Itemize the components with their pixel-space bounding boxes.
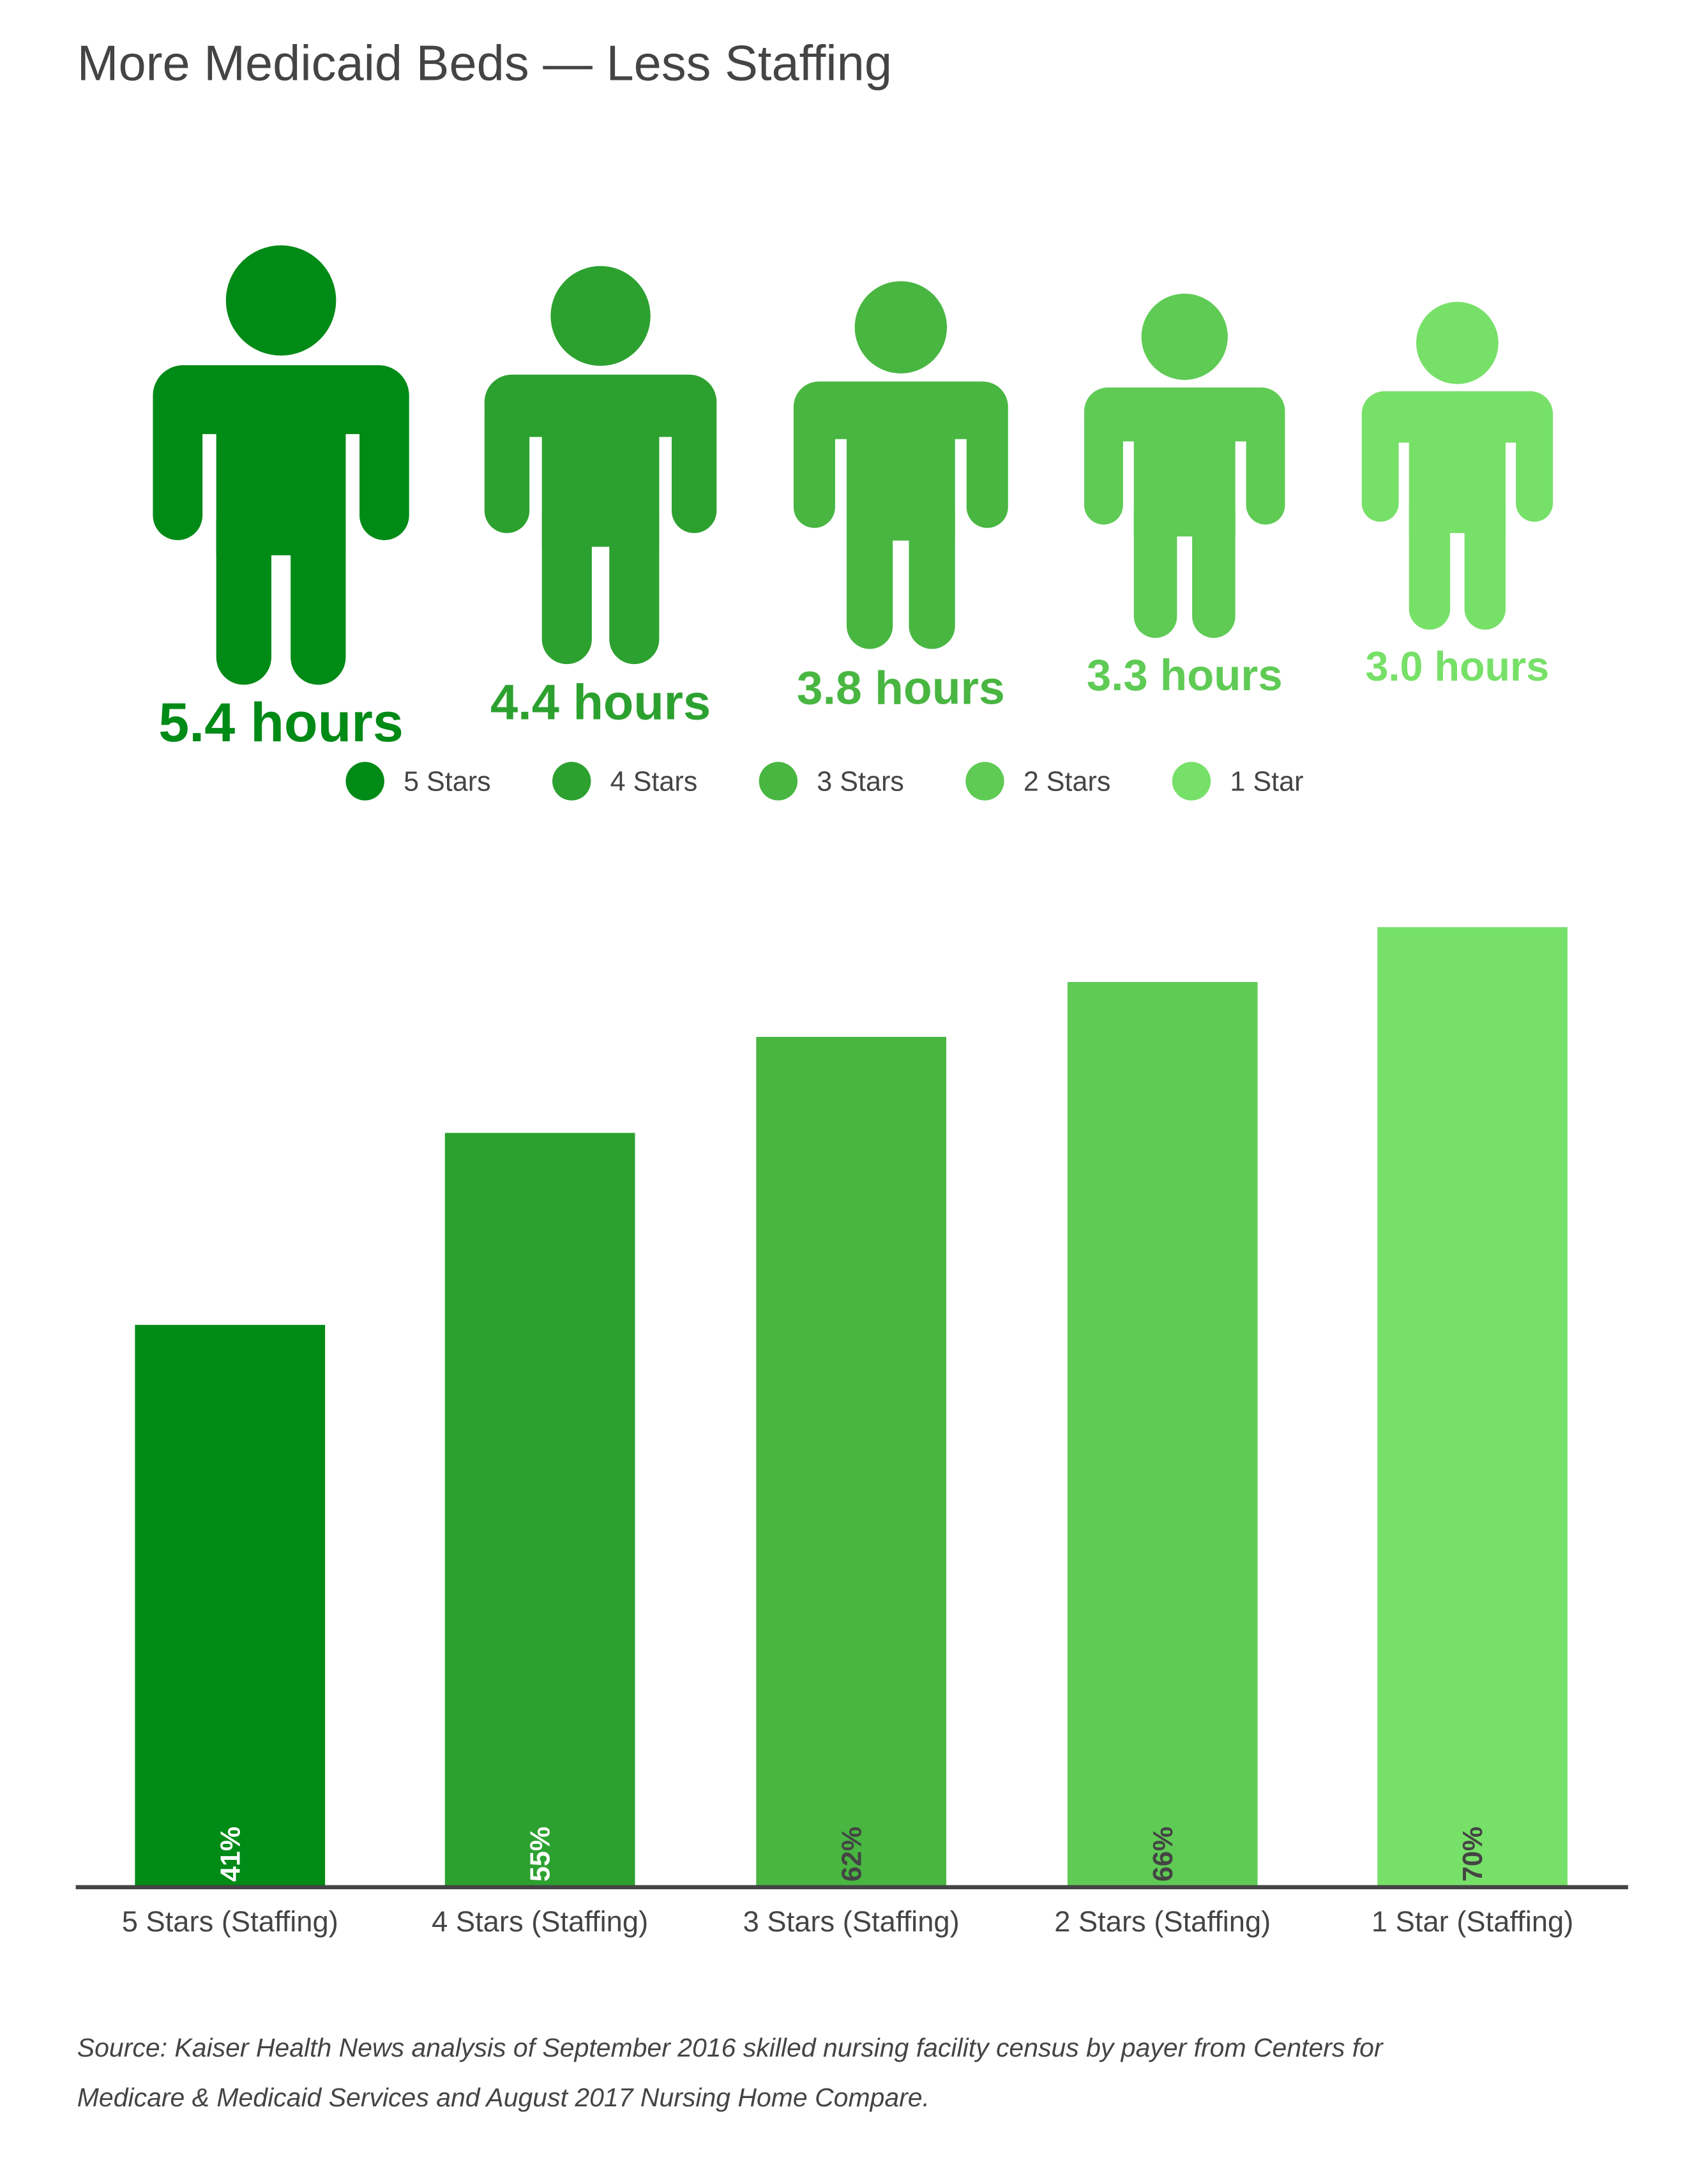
legend-label: 3 Stars (817, 767, 904, 797)
bar-value-label: 62% (836, 1827, 867, 1882)
bar (1377, 927, 1568, 1887)
bar-chart: 41% 5 Stars (Staffing) 55% 4 Stars (Staffin… (122, 927, 1573, 1938)
people-row: 5.4 hours 4.4 hours 3.8 hours 3.3 hours 3.0 … (153, 245, 1553, 753)
legend-label: 4 Stars (610, 767, 698, 797)
source-line-1: Source: Kaiser Health News analysis of S… (77, 2033, 1384, 2062)
chart-title: More Medicaid Beds — Less Staffing (77, 36, 892, 91)
category-label: 3 Stars (Staffing) (743, 1905, 960, 1938)
legend-label: 5 Stars (404, 767, 491, 797)
hours-label: 3.0 hours (1366, 643, 1550, 690)
legend-item: 5 Stars (345, 762, 491, 801)
bar (444, 1133, 635, 1887)
hours-label: 3.8 hours (797, 662, 1005, 714)
legend: 5 Stars 4 Stars 3 Stars 2 Stars 1 Star (345, 762, 1303, 801)
legend-label: 2 Stars (1024, 767, 1111, 797)
legend-item: 3 Stars (759, 762, 904, 801)
legend-swatch (965, 762, 1004, 801)
legend-swatch (1172, 762, 1211, 801)
hours-label: 5.4 hours (158, 692, 404, 753)
legend-swatch (759, 762, 798, 801)
legend-swatch (552, 762, 591, 801)
bar (1067, 982, 1258, 1887)
bar-value-label: 55% (525, 1827, 556, 1882)
hours-label: 3.3 hours (1087, 651, 1283, 700)
person-icon (1361, 301, 1553, 630)
legend-item: 1 Star (1172, 762, 1303, 801)
person-icon (153, 245, 409, 685)
category-label: 5 Stars (Staffing) (122, 1905, 338, 1938)
person-icon (793, 281, 1008, 649)
bar (135, 1325, 326, 1887)
legend-label: 1 Star (1230, 767, 1303, 797)
source-line-2: Medicare & Medicaid Services and August … (77, 2083, 930, 2112)
legend-swatch (345, 762, 384, 801)
hours-label: 4.4 hours (490, 675, 711, 730)
bar-value-label: 66% (1148, 1827, 1179, 1882)
legend-item: 4 Stars (552, 762, 698, 801)
legend-item: 2 Stars (965, 762, 1111, 801)
bar-value-label: 70% (1458, 1827, 1488, 1882)
bar-value-label: 41% (215, 1827, 246, 1882)
person-icon (1084, 293, 1285, 638)
category-label: 2 Stars (Staffing) (1054, 1905, 1271, 1938)
bar (756, 1036, 947, 1887)
category-label: 4 Stars (Staffing) (432, 1905, 648, 1938)
person-icon (484, 266, 717, 665)
category-label: 1 Star (Staffing) (1372, 1905, 1573, 1938)
